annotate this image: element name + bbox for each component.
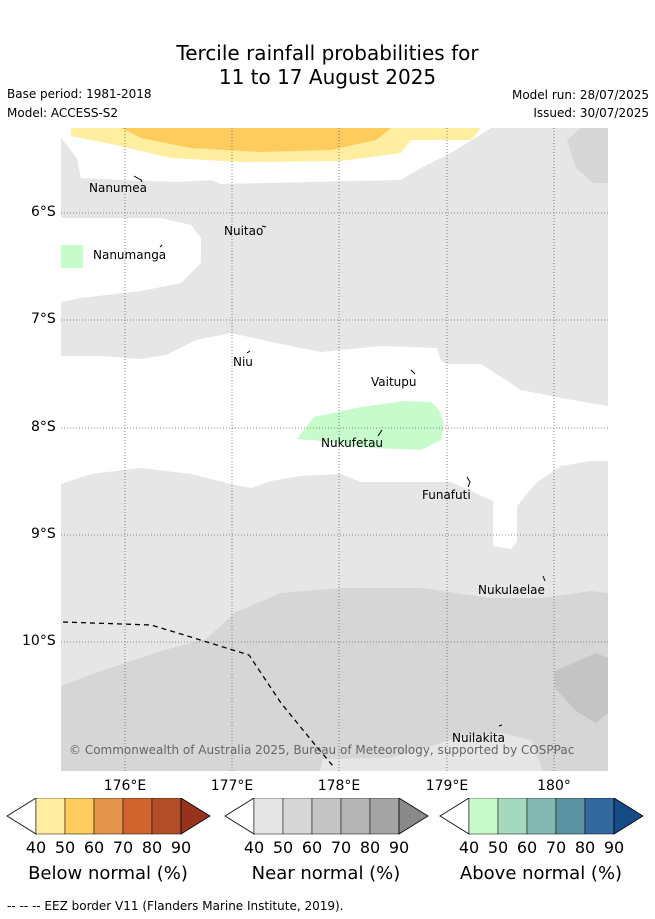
vaitupu-island-mark: [410, 369, 416, 375]
colorbar-tick-label: 50: [488, 838, 508, 857]
near-normal-patch-ne: [567, 128, 608, 183]
colorbar-tick-label: 50: [55, 838, 75, 857]
below-normal-50: [121, 128, 391, 152]
colorbar-tick-label: 70: [546, 838, 566, 857]
colorbar-segment: [253, 798, 284, 835]
colorbar-tick-label: 40: [26, 838, 46, 857]
colorbar-min-arrow: [439, 798, 470, 835]
map-canvas: Nanumea Nuitao Nanumanga Niu Vaitupu Nuk…: [61, 128, 608, 771]
colorbar-tick-label: 90: [171, 838, 191, 857]
island-label-nukufetau: Nukufetau: [321, 436, 383, 450]
near-normal-region-south-50: [61, 588, 608, 771]
model-run: Model run: 28/07/2025: [511, 88, 649, 102]
island-label-nuilakita: Nuilakita: [452, 731, 505, 745]
colorbar-tick-label: 50: [273, 838, 293, 857]
map-panel: Nanumea Nuitao Nanumanga Niu Vaitupu Nuk…: [61, 128, 608, 771]
above-normal-nanumanga: [61, 245, 83, 268]
island-label-niu: Niu: [233, 355, 253, 369]
colorbar-segment: [340, 798, 371, 835]
lon-label-177e: 177°E: [210, 778, 254, 794]
island-label-nanumea: Nanumea: [89, 181, 147, 195]
lon-label-179e: 179°E: [425, 778, 469, 794]
colorbar-segment: [35, 798, 66, 835]
colorbar-max-arrow: [180, 798, 211, 835]
colorbar-segment: [311, 798, 342, 835]
issued-date: Issued: 30/07/2025: [533, 106, 649, 120]
eez-border: [62, 621, 334, 767]
copyright-notice: © Commonwealth of Australia 2025, Bureau…: [69, 743, 574, 757]
white-pocket-west: [61, 218, 201, 302]
lon-label-180: 180°: [537, 778, 571, 794]
colorbar-min-arrow: [6, 798, 37, 835]
island-label-vaitupu: Vaitupu: [371, 375, 417, 389]
colorbar-segment: [555, 798, 586, 835]
colorbar-segment: [282, 798, 313, 835]
nukufetau-island-mark: [377, 429, 383, 437]
funafuti-island-mark: [466, 476, 471, 488]
lon-label-178e: 178°E: [317, 778, 361, 794]
colorbar-near-normal: 40 50 60 70 80 90: [224, 798, 429, 857]
island-label-nanumanga: Nanumanga: [93, 248, 166, 262]
colorbar-title-near: Near normal (%): [251, 863, 401, 884]
colorbar-tick-label: 70: [331, 838, 351, 857]
colorbar-tick-label: 80: [360, 838, 380, 857]
lat-label-10s: 10°S: [22, 633, 56, 649]
colorbar-tick-label: 90: [604, 838, 624, 857]
colorbar-tick-label: 80: [142, 838, 162, 857]
map-title-line2: 11 to 17 August 2025: [218, 65, 437, 89]
colorbar-tick-label: 90: [389, 838, 409, 857]
island-marks: [133, 175, 546, 727]
white-strip-south: [320, 733, 543, 771]
colorbar-tick-label: 60: [84, 838, 104, 857]
colorbar-below-normal: 40 50 60 70 80 90: [6, 798, 211, 857]
colorbar-segment: [93, 798, 124, 835]
nuitao-island-mark: [261, 225, 267, 228]
colorbar-above-normal: 40 50 60 70 80 90: [439, 798, 644, 857]
lat-label-7s: 7°S: [31, 311, 56, 327]
nanumanga-island-mark: [159, 244, 163, 248]
island-label-nuitao: Nuitao: [224, 224, 263, 238]
colorbar-tick-label: 40: [244, 838, 264, 857]
colorbar-legend: 40 50 60 70 80 90 40 50 60 70 80 90 40 50 60 70 80 90: [6, 798, 644, 857]
map-title-line1: Tercile rainfall probabilities for: [176, 41, 479, 65]
nanumea-island-mark: [133, 175, 143, 183]
colorbar-title-above: Above normal (%): [459, 863, 623, 884]
above-normal-nukufetau: [297, 401, 444, 450]
model-name: Model: ACCESS-S2: [7, 106, 119, 120]
colorbar-segment: [584, 798, 615, 835]
base-period: Base period: 1981-2018: [7, 87, 152, 101]
lat-label-6s: 6°S: [31, 204, 56, 220]
eez-footnote: -- -- -- EEZ border V11 (Flanders Marine…: [7, 899, 344, 913]
colorbar-max-arrow: [613, 798, 644, 835]
colorbar-tick-label: 80: [575, 838, 595, 857]
nukulaelae-island-mark: [542, 575, 546, 582]
colorbar-segment: [497, 798, 528, 835]
colorbar-tick-label: 40: [459, 838, 479, 857]
colorbar-segment: [468, 798, 499, 835]
graticule: [61, 128, 608, 771]
colorbar-segment: [526, 798, 557, 835]
colorbar-max-arrow: [398, 798, 429, 835]
colorbar-tick-label: 70: [113, 838, 133, 857]
colorbar-tick-label: 60: [302, 838, 322, 857]
colorbar-tick-label: 60: [517, 838, 537, 857]
colorbar-min-arrow: [224, 798, 255, 835]
colorbar-title-below: Below normal (%): [28, 863, 188, 884]
near-normal-patch-se: [555, 653, 608, 723]
near-normal-region-north: [61, 128, 608, 406]
lon-label-176e: 176°E: [103, 778, 147, 794]
island-label-nukulaelae: Nukulaelae: [478, 583, 545, 597]
colorbar-segment: [64, 798, 95, 835]
island-label-funafuti: Funafuti: [422, 488, 471, 502]
lat-label-9s: 9°S: [31, 526, 56, 542]
nuilakita-island-mark: [498, 724, 503, 727]
colorbar-segment: [151, 798, 182, 835]
colorbar-segment: [122, 798, 153, 835]
lat-label-8s: 8°S: [31, 419, 56, 435]
colorbar-segment: [369, 798, 400, 835]
niu-island-mark: [246, 350, 251, 354]
